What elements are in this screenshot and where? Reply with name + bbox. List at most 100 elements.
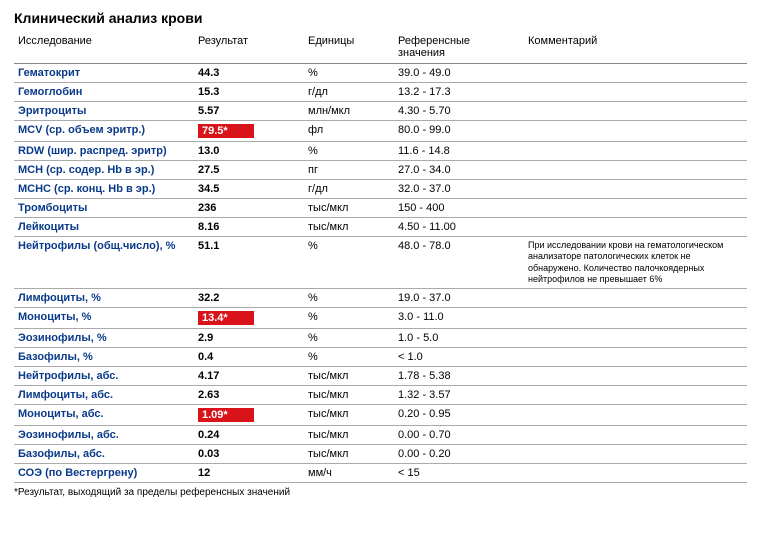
result-flagged: 79.5* — [198, 124, 254, 138]
reference-cell: 80.0 - 99.0 — [394, 121, 524, 142]
test-name-cell: MCH (ср. содер. Hb в эр.) — [14, 161, 194, 180]
result-value: 15.3 — [198, 86, 219, 98]
result-cell: 236 — [194, 199, 304, 218]
comment-cell — [524, 386, 747, 405]
unit-cell: млн/мкл — [304, 102, 394, 121]
comment-cell — [524, 308, 747, 329]
result-value: 236 — [198, 202, 216, 214]
comment-cell — [524, 83, 747, 102]
unit-cell: мм/ч — [304, 464, 394, 483]
result-cell: 27.5 — [194, 161, 304, 180]
col-header-comment: Комментарий — [524, 32, 747, 64]
test-name-cell: MCHC (ср. конц. Hb в эр.) — [14, 180, 194, 199]
table-row: MCH (ср. содер. Hb в эр.)27.5пг27.0 - 34… — [14, 161, 747, 180]
table-row: Моноциты, %13.4*%3.0 - 11.0 — [14, 308, 747, 329]
result-cell: 12 — [194, 464, 304, 483]
result-value: 34.5 — [198, 183, 219, 195]
reference-cell: 1.0 - 5.0 — [394, 329, 524, 348]
result-value: 44.3 — [198, 67, 219, 79]
table-row: Эритроциты5.57млн/мкл4.30 - 5.70 — [14, 102, 747, 121]
comment-cell — [524, 289, 747, 308]
reference-cell: 1.78 - 5.38 — [394, 367, 524, 386]
result-value: 12 — [198, 467, 210, 479]
comment-cell — [524, 142, 747, 161]
result-cell: 0.4 — [194, 348, 304, 367]
result-cell: 32.2 — [194, 289, 304, 308]
result-value: 4.17 — [198, 370, 219, 382]
result-cell: 15.3 — [194, 83, 304, 102]
table-row: Эозинофилы, абс.0.24тыс/мкл0.00 - 0.70 — [14, 426, 747, 445]
result-cell: 13.0 — [194, 142, 304, 161]
comment-cell — [524, 161, 747, 180]
result-value: 32.2 — [198, 292, 219, 304]
result-value: 0.03 — [198, 448, 219, 460]
col-header-ref: Референсные значения — [394, 32, 524, 64]
result-cell: 0.24 — [194, 426, 304, 445]
comment-cell — [524, 329, 747, 348]
comment-cell — [524, 180, 747, 199]
result-cell: 1.09* — [194, 405, 304, 426]
unit-cell: % — [304, 142, 394, 161]
result-cell: 51.1 — [194, 237, 304, 289]
comment-cell — [524, 218, 747, 237]
reference-cell: 11.6 - 14.8 — [394, 142, 524, 161]
comment-cell — [524, 426, 747, 445]
comment-cell — [524, 199, 747, 218]
table-row: Эозинофилы, % 2.9%1.0 - 5.0 — [14, 329, 747, 348]
result-cell: 34.5 — [194, 180, 304, 199]
table-row: MCHC (ср. конц. Hb в эр.)34.5г/дл32.0 - … — [14, 180, 747, 199]
unit-cell: пг — [304, 161, 394, 180]
reference-cell: 13.2 - 17.3 — [394, 83, 524, 102]
reference-cell: 39.0 - 49.0 — [394, 64, 524, 83]
reference-cell: < 1.0 — [394, 348, 524, 367]
result-value: 13.0 — [198, 145, 219, 157]
unit-cell: % — [304, 289, 394, 308]
unit-cell: тыс/мкл — [304, 386, 394, 405]
result-cell: 0.03 — [194, 445, 304, 464]
comment-cell — [524, 102, 747, 121]
test-name-cell: Гематокрит — [14, 64, 194, 83]
reference-cell: 32.0 - 37.0 — [394, 180, 524, 199]
test-name-cell: СОЭ (по Вестергрену) — [14, 464, 194, 483]
result-cell: 2.9 — [194, 329, 304, 348]
test-name-cell: Лимфоциты, абс. — [14, 386, 194, 405]
col-header-result: Результат — [194, 32, 304, 64]
report-title: Клинический анализ крови — [14, 10, 747, 26]
table-row: Моноциты, абс.1.09*тыс/мкл0.20 - 0.95 — [14, 405, 747, 426]
result-value: 2.63 — [198, 389, 219, 401]
test-name-cell: Эозинофилы, % — [14, 329, 194, 348]
test-name-cell: Лимфоциты, % — [14, 289, 194, 308]
result-value: 0.4 — [198, 351, 213, 363]
table-header-row: Исследование Результат Единицы Референсн… — [14, 32, 747, 64]
table-row: Лимфоциты, абс. 2.63 тыс/мкл1.32 - 3.57 — [14, 386, 747, 405]
reference-cell: 0.00 - 0.70 — [394, 426, 524, 445]
unit-cell: тыс/мкл — [304, 426, 394, 445]
test-name-cell: Базофилы, % — [14, 348, 194, 367]
comment-cell — [524, 445, 747, 464]
unit-cell: тыс/мкл — [304, 405, 394, 426]
unit-cell: % — [304, 329, 394, 348]
result-cell: 4.17 — [194, 367, 304, 386]
comment-cell — [524, 348, 747, 367]
table-row: Лимфоциты, % 32.2%19.0 - 37.0 — [14, 289, 747, 308]
test-name-cell: Моноциты, % — [14, 308, 194, 329]
reference-cell: 0.00 - 0.20 — [394, 445, 524, 464]
result-value: 2.9 — [198, 332, 213, 344]
unit-cell: % — [304, 64, 394, 83]
reference-cell: 19.0 - 37.0 — [394, 289, 524, 308]
test-name-cell: Нейтрофилы (общ.число), % — [14, 237, 194, 289]
reference-cell: 48.0 - 78.0 — [394, 237, 524, 289]
reference-cell: 1.32 - 3.57 — [394, 386, 524, 405]
reference-cell: 3.0 - 11.0 — [394, 308, 524, 329]
footnote: *Результат, выходящий за пределы референ… — [14, 487, 747, 498]
table-row: Базофилы, абс.0.03тыс/мкл0.00 - 0.20 — [14, 445, 747, 464]
table-row: MCV (ср. объем эритр.)79.5*фл80.0 - 99.0 — [14, 121, 747, 142]
result-cell: 44.3 — [194, 64, 304, 83]
unit-cell: тыс/мкл — [304, 218, 394, 237]
result-cell: 79.5* — [194, 121, 304, 142]
result-cell: 2.63 — [194, 386, 304, 405]
col-header-test: Исследование — [14, 32, 194, 64]
result-cell: 8.16 — [194, 218, 304, 237]
unit-cell: % — [304, 308, 394, 329]
test-name-cell: MCV (ср. объем эритр.) — [14, 121, 194, 142]
